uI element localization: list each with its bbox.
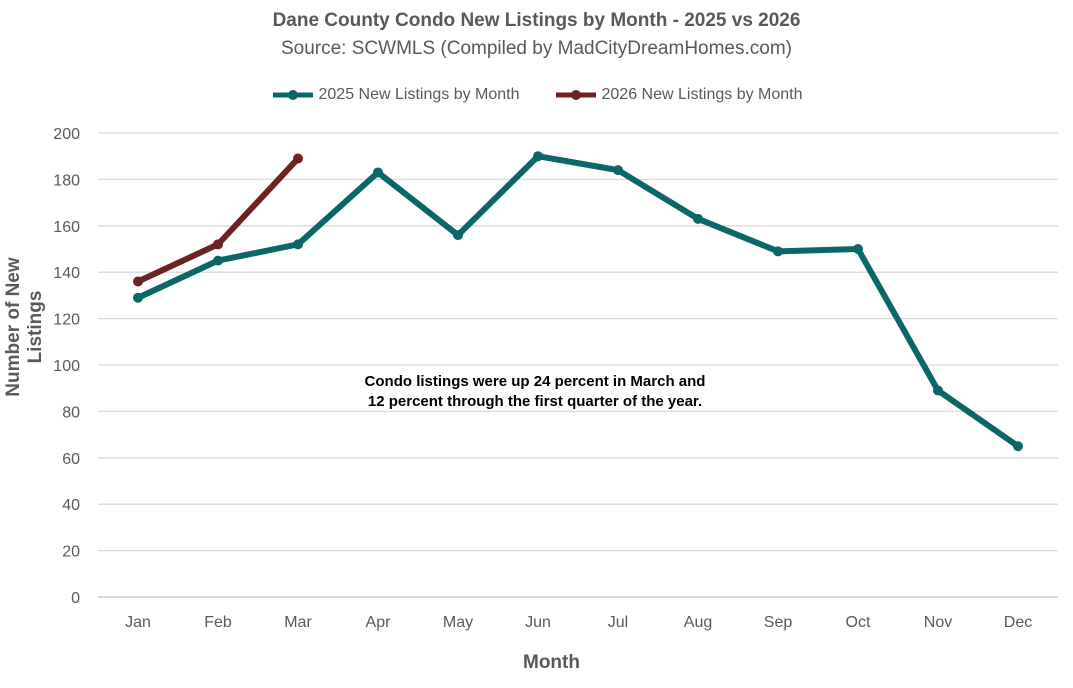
x-tick-label: Jun (525, 614, 551, 631)
legend-label-2025: 2025 New Listings by Month (318, 86, 520, 103)
legend: 2025 New Listings by Month 2026 New List… (0, 86, 1073, 104)
data-point (293, 239, 303, 250)
data-point (853, 244, 863, 254)
x-axis-label: Month (523, 652, 580, 673)
y-tick-label: 100 (53, 358, 80, 375)
y-tick-label: 200 (53, 126, 80, 143)
x-tick-label: Jan (125, 614, 151, 631)
x-tick-label: Sep (764, 614, 793, 631)
x-tick-label: Oct (846, 614, 871, 631)
y-tick-label: 120 (53, 312, 80, 329)
legend-swatch-2026 (555, 90, 596, 100)
y-tick-label: 80 (62, 404, 80, 421)
y-tick-label: 180 (53, 172, 80, 189)
data-point (293, 153, 303, 164)
y-tick-label: 60 (62, 451, 80, 468)
data-point (933, 385, 943, 396)
data-point (533, 151, 543, 162)
x-tick-label: Mar (284, 614, 312, 631)
data-point (613, 165, 623, 176)
data-point (773, 246, 783, 257)
data-point (213, 239, 223, 250)
y-tick-label: 40 (62, 497, 80, 514)
data-point (213, 255, 223, 266)
legend-label-2026: 2026 New Listings by Month (601, 86, 803, 103)
data-point (373, 167, 383, 178)
annotation-line-2: 12 percent through the first quarter of … (367, 393, 703, 410)
chart-subtitle: Source: SCWMLS (Compiled by MadCityDream… (280, 38, 792, 59)
chart-title: Dane County Condo New Listings by Month … (272, 10, 801, 31)
data-point (133, 276, 143, 287)
x-tick-label: Apr (366, 614, 392, 631)
annotation: Condo listings were up 24 percent in Mar… (330, 372, 740, 412)
annotation-line-1: Condo listings were up 24 percent in Mar… (364, 373, 706, 390)
data-point (453, 230, 463, 241)
data-point (1013, 441, 1023, 452)
legend-swatch-2025 (272, 90, 313, 100)
series-line-2025 (135, 153, 1021, 450)
y-tick-label: 20 (62, 544, 80, 561)
x-tick-label: Aug (684, 614, 712, 631)
x-tick-label: Dec (1004, 614, 1032, 631)
y-tick-label: 0 (71, 590, 80, 607)
x-tick-label: Feb (204, 614, 232, 631)
y-tick-label: 140 (53, 265, 80, 282)
x-tick-label: Jul (608, 614, 628, 631)
legend-item-2025: 2025 New Listings by Month (271, 86, 520, 104)
x-tick-label: Nov (924, 614, 952, 631)
data-point (693, 213, 703, 224)
legend-item-2026: 2026 New Listings by Month (554, 86, 803, 104)
data-point (133, 292, 143, 303)
x-tick-label: May (443, 614, 473, 631)
y-tick-label: 160 (53, 219, 80, 236)
